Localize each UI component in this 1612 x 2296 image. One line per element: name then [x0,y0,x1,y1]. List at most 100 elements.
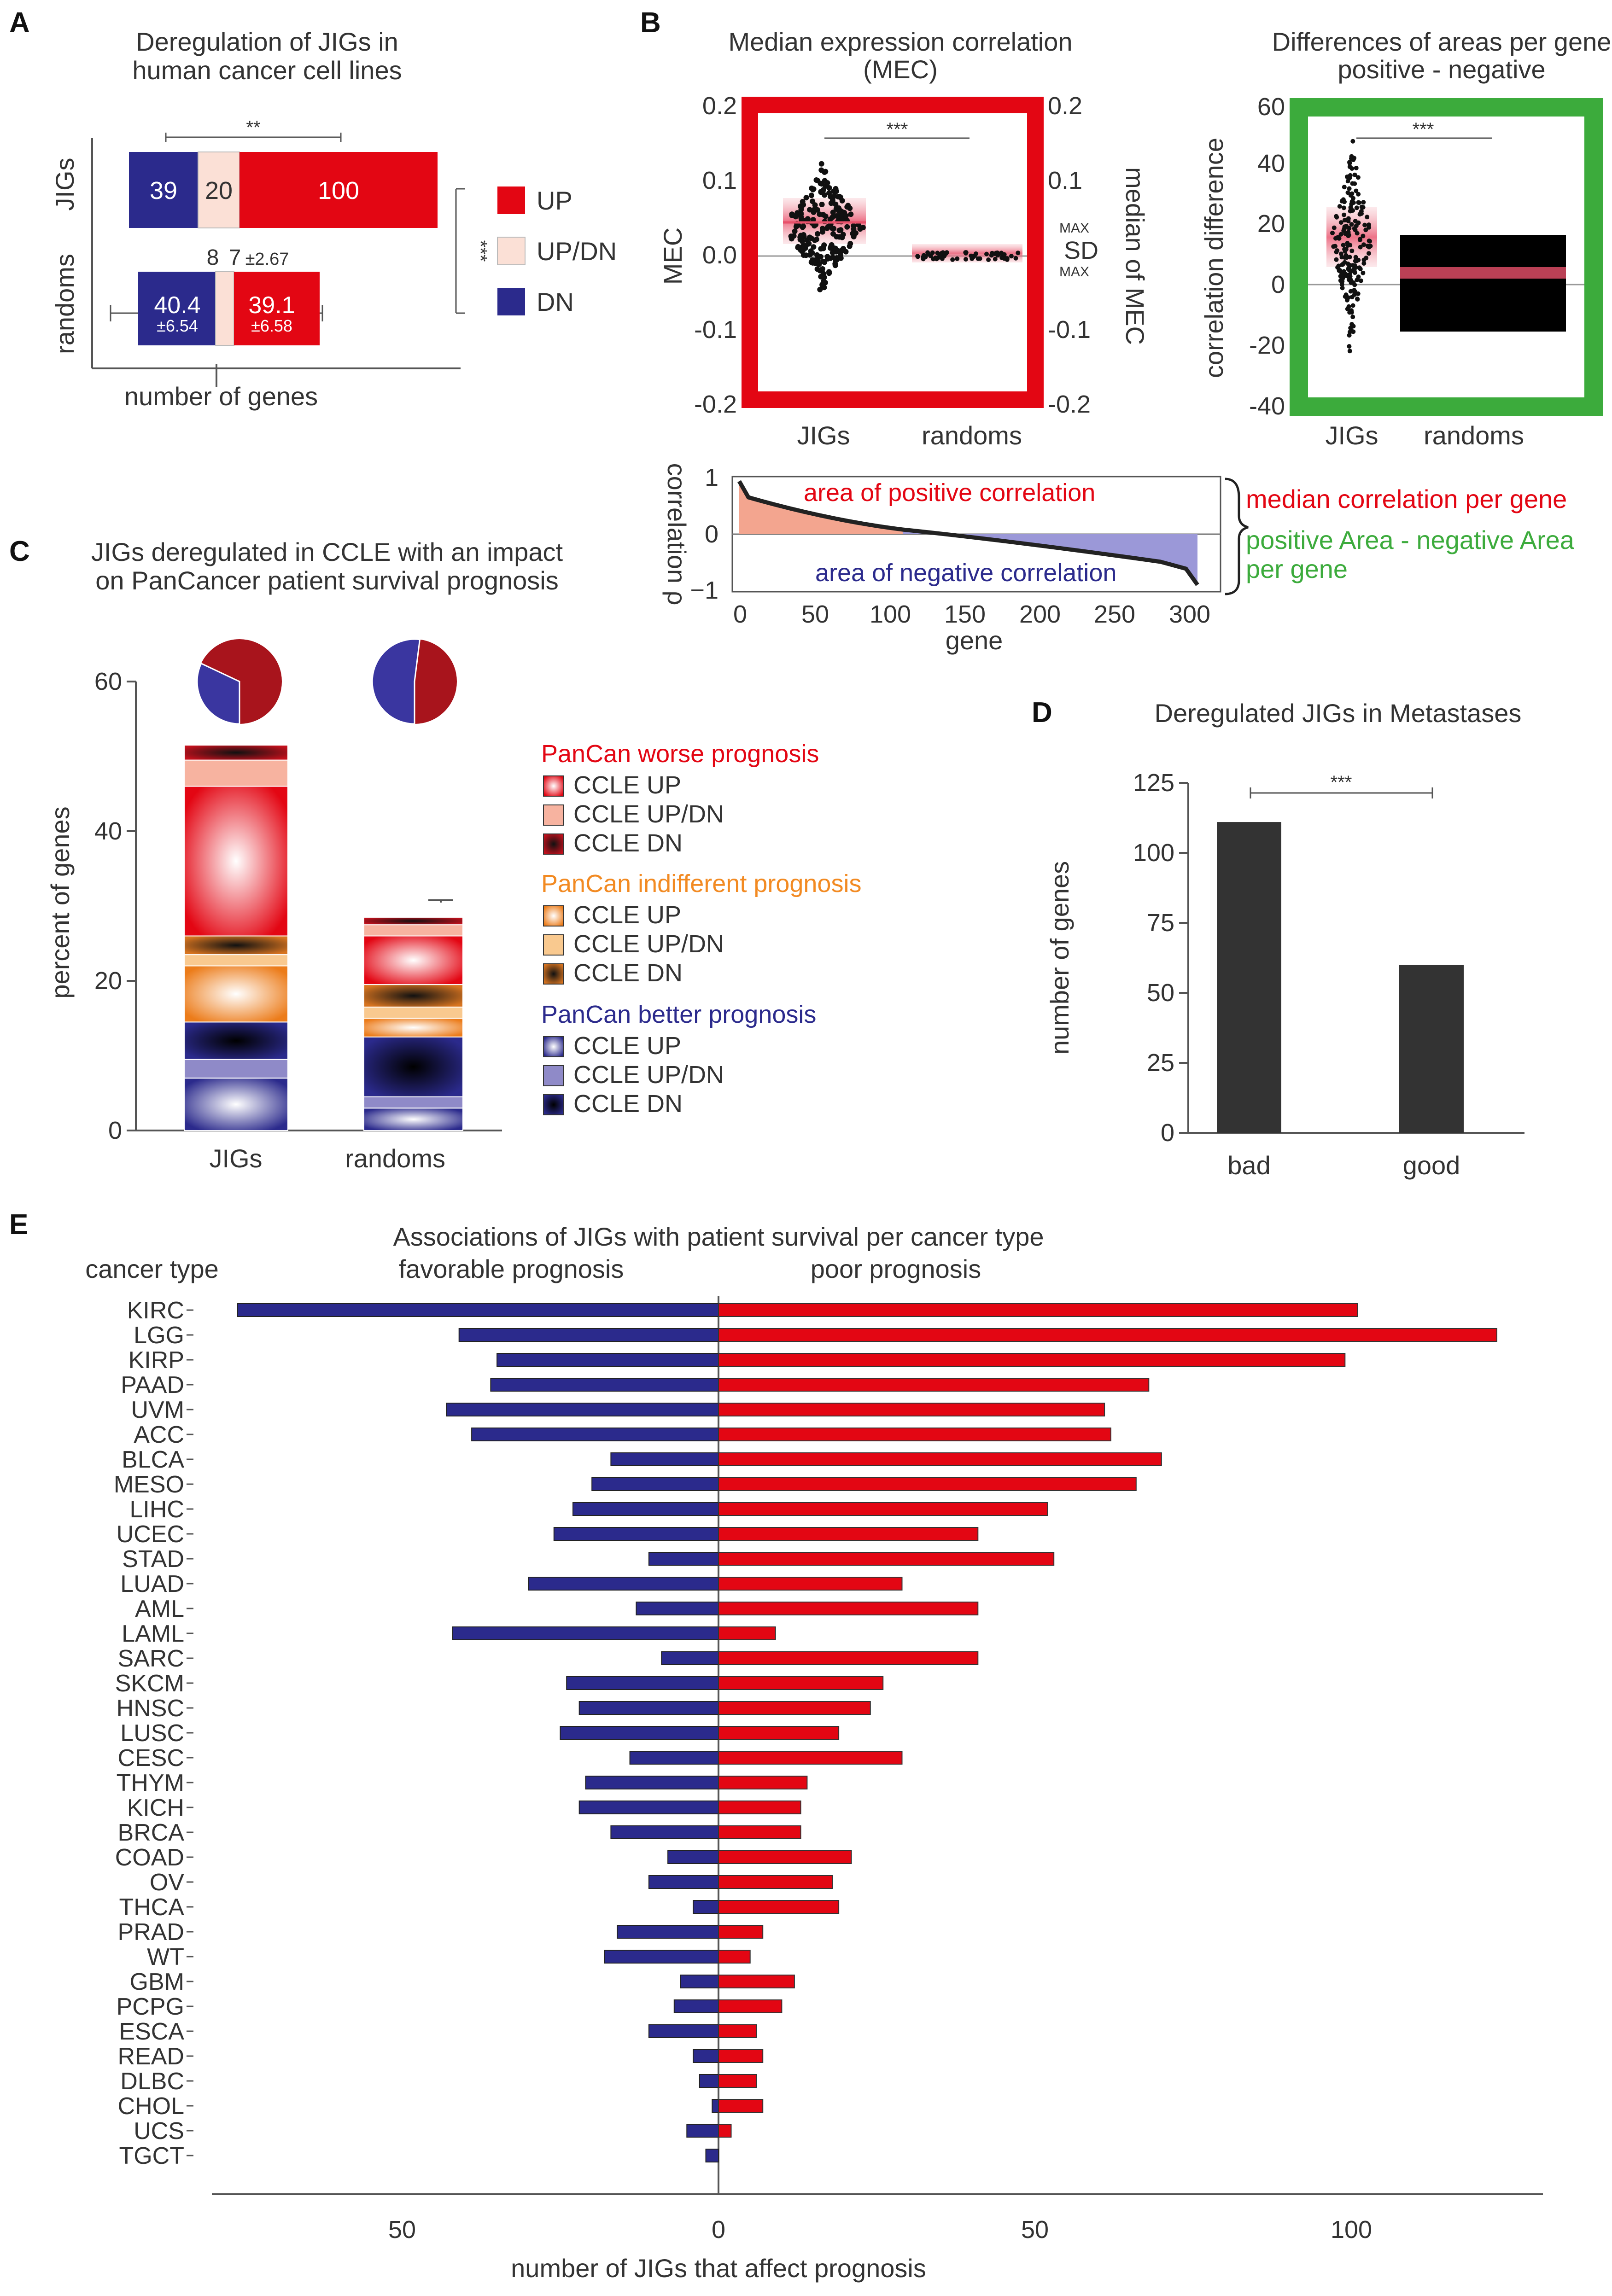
diff-ytick: 20 [1257,210,1285,238]
e-bar-favorable [693,2049,719,2063]
panel-b-curve-xlabel: gene [946,626,1003,655]
diff-jigs-point [1349,166,1355,171]
panel-a-legend-up: UP [537,186,572,215]
diff-jigs-point [1346,233,1351,238]
mec-jigs-point [823,213,829,219]
panel-b-curve-ylabel: correlation ρ [662,463,691,606]
mec-jigs-point [818,189,824,195]
e-row-label: HNSC [117,1695,184,1722]
e-bar-favorable [617,1925,719,1939]
diff-jigs-point [1355,277,1360,282]
e-row-label: LIHC [130,1496,184,1523]
c-bar-segment [363,1107,463,1131]
panel-c-legend-group-title: PanCan worse prognosis [541,740,819,768]
panel-a-rand-updn-a: 8 [207,245,219,270]
diff-jigs-point [1347,226,1352,231]
e-bar-favorable [648,2024,719,2038]
mec-jigs-point [818,254,824,260]
panel-b-diff-sig: *** [1413,119,1434,140]
mec-jigs-point [803,252,809,258]
mec-jigs-point [848,211,854,217]
c-ytick: 20 [94,967,122,995]
diff-jigs-point [1361,261,1367,266]
panel-b-mec-jigs-points [788,161,866,292]
panel-c-legend-swatch [543,963,564,985]
panel-b-mec-rand-points [915,250,1021,262]
panel-b-mec-frame [742,97,1044,408]
mec-jigs-point [826,190,832,196]
mec-rand-point [934,256,939,262]
panel-c-yticks: 60 40 20 0 [94,668,136,1144]
e-bar-poor [718,1801,801,1814]
diff-jigs-point [1349,322,1355,327]
mec-jigs-point [832,262,838,268]
diff-jigs-point [1340,286,1345,291]
mec-rand-point [920,255,925,260]
diff-jigs-point [1352,172,1357,177]
e-bar-favorable [648,1875,719,1889]
diff-jigs-point [1348,206,1353,211]
c-pie-better [196,662,240,725]
mec-jigs-point [803,195,809,201]
e-bar-favorable [686,2124,719,2138]
mec-rand-point [995,253,1000,258]
e-row-label: PCPG [117,1993,184,2020]
panel-c-legend-group-title: PanCan indifferent prognosis [541,870,861,897]
e-bar-poor [718,1328,1497,1342]
panel-d-sig: *** [1331,772,1352,793]
panel-b-legend-green-line1: positive Area - negative Area [1246,525,1575,554]
diff-jigs-point [1358,245,1363,250]
e-bar-favorable [446,1403,719,1416]
panel-b-diff-title-line2: positive - negative [1337,55,1545,84]
mec-jigs-point [847,243,853,249]
mec-rand-point [1005,256,1010,261]
mec-right-tick: 0.2 [1048,92,1082,120]
mec-right-tick: -0.2 [1048,390,1091,418]
e-bar-favorable [661,1651,719,1665]
diff-ytick: 40 [1257,150,1285,177]
diff-jigs-point [1342,227,1347,232]
mec-jigs-point [817,211,823,217]
diff-jigs-point [1334,214,1339,219]
panel-c-xcat-jigs: JIGs [209,1144,262,1173]
panel-a-jigs-up-value: 100 [318,177,359,204]
e-bar-favorable [578,1701,719,1715]
mec-jigs-point [829,197,835,203]
panel-c-legend-swatch [543,775,564,797]
e-bar-favorable [528,1577,719,1591]
panel-e-right-header: poor prognosis [811,1254,981,1283]
e-row-label: CHOL [118,2093,184,2120]
e-bar-poor [718,2099,764,2113]
diff-jigs-point [1356,200,1361,205]
panel-c-legend-swatch [543,1036,564,1057]
diff-jigs-point [1359,204,1364,210]
e-bar-poor [718,1999,783,2013]
curve-xtick: 250 [1094,600,1135,628]
mec-jigs-point [821,285,827,291]
diff-jigs-point [1347,349,1352,354]
e-row-label: ACC [134,1422,184,1448]
e-bar-favorable [553,1527,719,1541]
panel-b-curve-xticks: 0 50 100 150 200 250 300 [733,600,1210,628]
diff-jigs-point [1361,200,1366,205]
panel-b-diff-rand-band [1400,267,1566,279]
e-xtick: 50 [388,2216,416,2244]
d-ytick: 75 [1147,909,1174,937]
curve-xtick: 0 [733,600,747,628]
curve-xtick: 50 [801,600,829,628]
mec-jigs-point [838,227,844,233]
diff-jigs-point [1349,295,1355,299]
mec-jigs-point [834,213,840,219]
e-row-label: BLCA [122,1446,184,1473]
mec-jigs-point [788,235,794,241]
e-bar-poor [718,1751,903,1765]
diff-jigs-point [1361,270,1366,275]
e-bar-poor [718,1925,764,1939]
panel-b-max-top: MAX [1059,221,1089,236]
diff-jigs-point [1358,278,1363,283]
mec-jigs-point [835,248,841,254]
e-bar-favorable [585,1776,719,1789]
e-row-label: BRCA [118,1819,185,1846]
diff-jigs-point [1354,205,1359,210]
e-row-label: LUSC [120,1720,184,1747]
